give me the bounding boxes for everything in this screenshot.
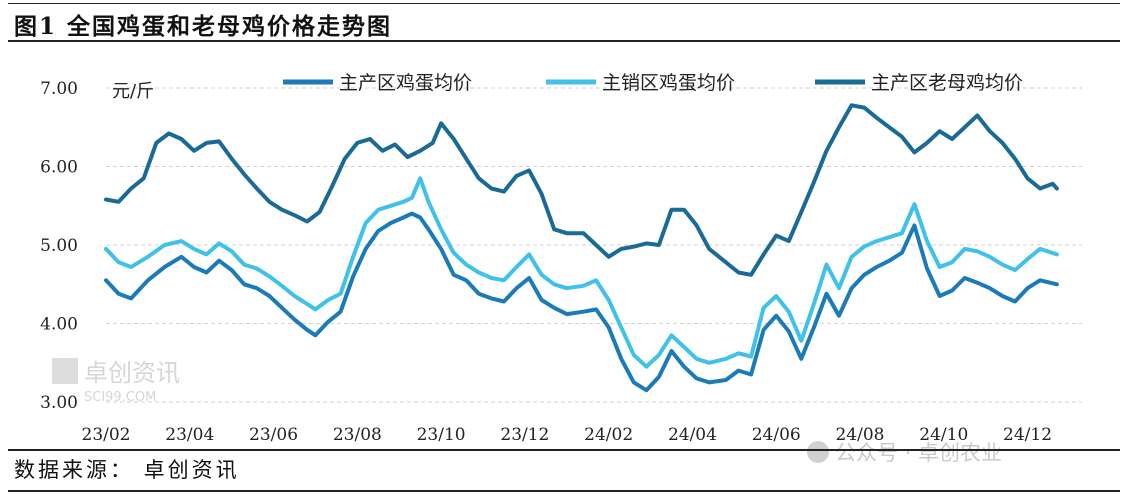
legend-label: 主销区鸡蛋均价 xyxy=(602,72,735,94)
series-line-3 xyxy=(104,103,1059,277)
x-tick-label: 24/02 xyxy=(584,425,633,445)
x-tick-label: 24/06 xyxy=(752,425,801,445)
x-tick-label: 24/08 xyxy=(835,425,884,445)
x-tick-label: 24/12 xyxy=(1003,425,1052,445)
x-tick-label: 23/04 xyxy=(165,425,214,445)
series-line-2 xyxy=(104,176,1059,369)
series-line-1 xyxy=(104,211,1059,393)
y-tick-label: 3.00 xyxy=(40,393,78,413)
wechat-watermark: 公众号 · 卓创农业 xyxy=(807,441,1002,465)
bottom-rule-bottom xyxy=(8,490,1120,492)
watermark-brand: 卓创资讯 xyxy=(84,359,180,387)
legend: 主产区鸡蛋均价 主销区鸡蛋均价 主产区老母鸡均价 xyxy=(283,72,1023,94)
watermark-domain: SCI99.COM xyxy=(84,390,156,405)
x-axis-ticks: 23/02 23/04 23/06 23/08 23/10 23/12 24/02 24/04… xyxy=(82,425,1053,445)
logo-grid-icon xyxy=(52,358,78,384)
top-rule-thin xyxy=(8,3,1120,4)
x-tick-label: 24/04 xyxy=(668,425,717,445)
data-source: 数据来源： 卓创资讯 xyxy=(14,458,240,482)
x-tick-label: 24/10 xyxy=(919,425,968,445)
y-axis-ticks: 7.00 6.00 5.00 4.00 3.00 xyxy=(40,79,78,413)
x-tick-label: 23/06 xyxy=(249,425,298,445)
x-tick-label: 23/10 xyxy=(417,425,466,445)
x-tick-label: 23/02 xyxy=(82,425,131,445)
x-tick-label: 23/08 xyxy=(333,425,382,445)
legend-label: 主产区鸡蛋均价 xyxy=(339,72,472,94)
watermark-logo: 卓创资讯 SCI99.COM xyxy=(52,358,180,405)
y-axis-unit: 元/斤 xyxy=(112,81,154,102)
y-tick-label: 4.00 xyxy=(40,315,78,335)
legend-label: 主产区老母鸡均价 xyxy=(871,72,1023,94)
y-tick-label: 7.00 xyxy=(40,79,78,99)
figure-title: 图1 全国鸡蛋和老母鸡价格走势图 xyxy=(14,13,393,40)
y-tick-label: 5.00 xyxy=(40,236,78,256)
wechat-watermark-text: 公众号 · 卓创农业 xyxy=(835,441,1002,465)
y-tick-label: 6.00 xyxy=(40,158,78,178)
wechat-icon xyxy=(807,441,829,463)
series-lines xyxy=(104,103,1059,393)
x-tick-label: 23/12 xyxy=(500,425,549,445)
top-rule-thick xyxy=(8,40,1120,42)
bottom-rule-top xyxy=(8,449,1120,451)
